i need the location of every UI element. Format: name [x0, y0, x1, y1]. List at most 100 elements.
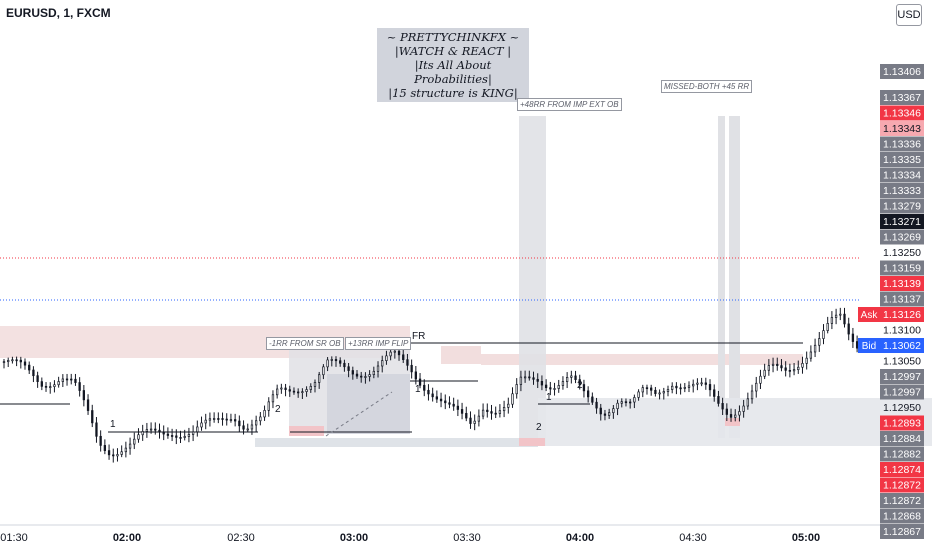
structure-label: 1: [546, 392, 552, 403]
candle: [713, 384, 716, 402]
candle: [57, 376, 60, 388]
price-label: 1.13137: [880, 291, 924, 307]
candle: [746, 392, 749, 410]
price-label: 1.12997: [880, 384, 924, 400]
candle: [683, 382, 686, 393]
candle: [658, 389, 661, 400]
candle: [645, 384, 649, 395]
price-label: 1.12884: [880, 431, 924, 446]
price-label: 1.13139: [880, 276, 924, 291]
time-axis: 01:30 02:00 02:30 03:00 03:30 04:00 04:30 05:00: [0, 524, 880, 544]
candle: [755, 376, 758, 398]
candle: [15, 356, 18, 367]
candle: [586, 386, 590, 403]
price-label: 1.13367: [880, 90, 924, 105]
candle: [465, 406, 468, 422]
candle: [351, 366, 354, 380]
candle: [364, 372, 367, 384]
price-label: 1.13100: [883, 325, 921, 337]
candle: [725, 403, 728, 422]
candle: [187, 427, 191, 443]
candle: [839, 307, 842, 321]
price-label: 1.13269: [880, 229, 924, 245]
candle: [477, 409, 481, 427]
price-label: 1.12872: [880, 477, 924, 493]
price-label: 1.12867: [880, 524, 924, 539]
price-label-text: 1.13269: [883, 232, 921, 244]
candle: [494, 406, 497, 419]
candle: [473, 414, 476, 431]
price-label: 1.13343: [880, 121, 924, 136]
candle: [418, 373, 422, 389]
candle: [305, 386, 308, 397]
candle: [99, 430, 102, 452]
candle: [603, 409, 607, 421]
candle: [259, 411, 262, 426]
candle: [368, 370, 371, 382]
candle: [637, 389, 640, 401]
price-label: 1.12874: [880, 462, 924, 477]
price-label-text: 1.13271: [883, 216, 921, 228]
candle: [133, 432, 136, 450]
candle: [738, 405, 741, 422]
candle: [162, 425, 165, 441]
candle: [112, 448, 115, 463]
candle: [288, 385, 291, 397]
price-label-text: 1.13250: [883, 247, 921, 259]
candle: [297, 388, 300, 398]
candle: [124, 441, 128, 458]
candle: [406, 353, 409, 371]
order-block-zones: [0, 116, 932, 447]
price-label-text: 1.13137: [883, 294, 921, 306]
candle: [498, 404, 502, 418]
candle: [145, 422, 149, 438]
candle: [120, 445, 123, 458]
candle: [700, 377, 703, 387]
price-label-text: 1.12872: [883, 495, 921, 507]
candle: [40, 377, 43, 391]
price-label: 1.13050: [883, 356, 921, 368]
price-label: 1.13159: [880, 260, 924, 276]
price-label: 1.13335: [880, 152, 924, 167]
price-label-text: 1.13159: [883, 263, 921, 275]
trade-box-imp-flip: [327, 374, 410, 434]
candle: [385, 350, 388, 365]
candle: [128, 437, 132, 455]
candle: [616, 399, 619, 416]
candle: [540, 375, 544, 391]
fr-label: FR: [412, 331, 425, 342]
candle: [49, 382, 52, 394]
price-label-text: 1.13367: [883, 92, 921, 104]
candle: [271, 390, 275, 409]
candle: [103, 439, 107, 455]
time-tick: 04:30: [679, 532, 707, 544]
candle: [855, 335, 859, 353]
candle: [439, 392, 443, 408]
price-label: 1.13336: [880, 136, 924, 152]
candle: [792, 363, 796, 376]
candle: [225, 413, 228, 426]
candle: [591, 392, 594, 405]
candle: [95, 417, 98, 443]
candle: [511, 387, 514, 408]
candle: [28, 361, 31, 375]
candle: [599, 403, 602, 421]
candle: [82, 384, 85, 407]
candle: [629, 398, 632, 409]
price-label: 1.13334: [880, 167, 924, 183]
candle: [360, 371, 363, 383]
candle: [267, 397, 270, 417]
price-label: 1.13062: [880, 338, 924, 353]
candle: [544, 379, 548, 392]
candle: [284, 383, 287, 397]
candle: [734, 409, 737, 422]
annotation-imp-flip: +13RR IMP FLIP: [345, 337, 412, 350]
currency-button[interactable]: USD: [896, 4, 922, 26]
candle: [822, 324, 825, 345]
candle: [805, 351, 808, 370]
candle: [595, 397, 598, 414]
price-label: 1.12868: [880, 508, 924, 524]
candle: [490, 404, 493, 420]
candle: [431, 387, 434, 402]
